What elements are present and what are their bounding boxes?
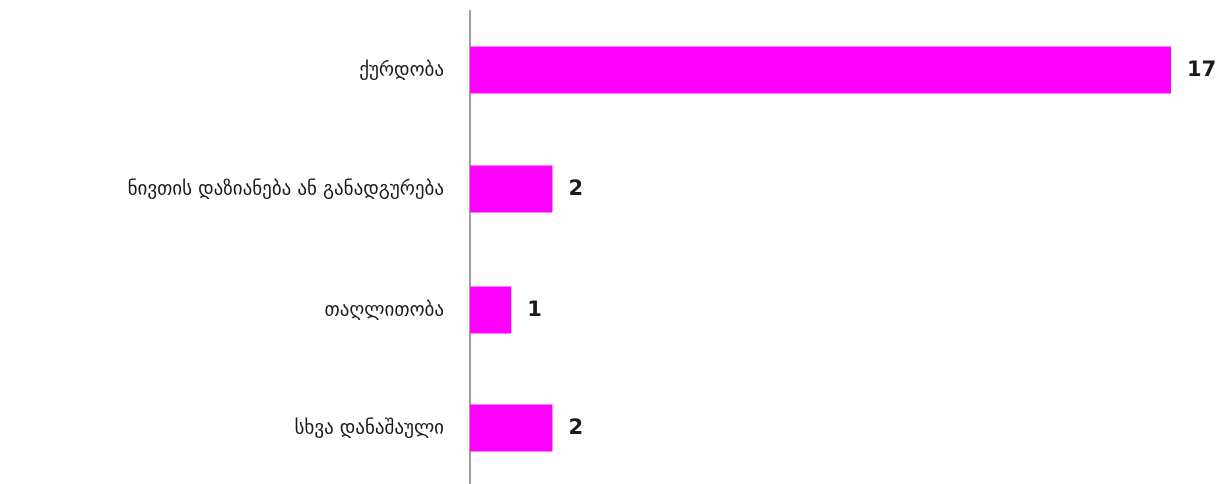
bar (470, 404, 553, 452)
bar (470, 165, 553, 213)
category-label: სხვა დანაშაული (294, 417, 444, 439)
bar (470, 286, 512, 334)
category-label: ნივთის დაზიანება ან განადგურება (128, 178, 444, 200)
value-label: 1 (527, 297, 542, 321)
value-label: 17 (1187, 57, 1216, 81)
category-label: თაღლითობა (325, 299, 445, 321)
value-label: 2 (568, 415, 583, 439)
bar (470, 46, 1171, 94)
category-label: ქურდობა (359, 59, 444, 81)
value-label: 2 (568, 176, 583, 200)
